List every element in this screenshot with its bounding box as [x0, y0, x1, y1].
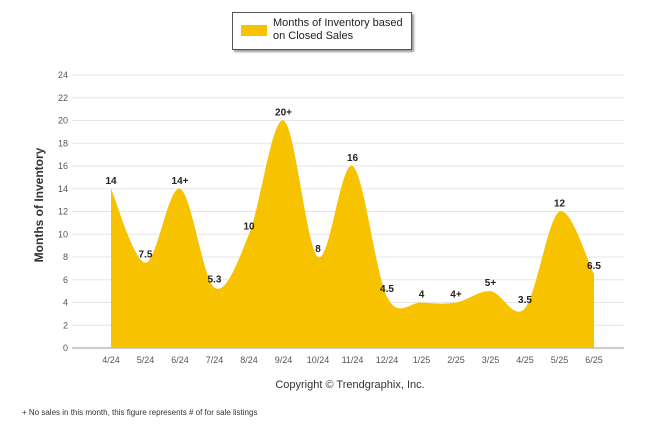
data-label: 14 — [105, 176, 117, 187]
data-label: 4 — [419, 290, 425, 301]
y-tick-label: 4 — [63, 298, 68, 308]
x-tick-label: 9/24 — [275, 355, 293, 365]
data-label: 16 — [347, 153, 359, 164]
x-tick-label: 2/25 — [447, 355, 465, 365]
y-tick-label: 24 — [58, 70, 68, 80]
x-tick-label: 4/24 — [102, 355, 120, 365]
legend-swatch — [241, 25, 267, 36]
y-tick-label: 12 — [58, 207, 68, 217]
footnote: + No sales in this month, this figure re… — [22, 408, 258, 417]
y-tick-label: 14 — [58, 184, 68, 194]
data-label: 12 — [554, 199, 566, 210]
chart-legend: Months of Inventory based on Closed Sale… — [232, 12, 412, 50]
x-tick-label: 12/24 — [376, 355, 399, 365]
y-tick-label: 20 — [58, 116, 68, 126]
y-tick-label: 18 — [58, 138, 68, 148]
data-label: 4+ — [450, 290, 462, 301]
data-label: 14+ — [172, 176, 189, 187]
y-tick-label: 0 — [63, 343, 68, 353]
data-label: 5+ — [485, 278, 497, 289]
x-tick-label: 5/25 — [551, 355, 569, 365]
y-tick-label: 16 — [58, 161, 68, 171]
y-axis-label: Months of Inventory — [32, 147, 46, 262]
y-tick-label: 2 — [63, 320, 68, 330]
x-tick-label: 6/25 — [585, 355, 603, 365]
data-labels: 14 7.5 14+ 5.3 10 20+ 8 16 4.5 4 4+ 5+ 3.5 12 6.5 — [105, 108, 601, 307]
data-label: 7.5 — [139, 250, 153, 261]
x-tick-label: 8/24 — [240, 355, 258, 365]
x-tick-label: 5/24 — [137, 355, 155, 365]
x-tick-label: 11/24 — [342, 355, 364, 365]
x-axis-ticks: 4/24 5/24 6/24 7/24 8/24 9/24 10/24 11/24 12/24 1… — [102, 355, 603, 365]
data-label: 3.5 — [518, 295, 532, 306]
x-tick-label: 3/25 — [482, 355, 500, 365]
copyright-text: Copyright © Trendgraphix, Inc. — [275, 379, 424, 391]
data-label: 10 — [243, 221, 255, 232]
y-tick-label: 6 — [63, 275, 68, 285]
data-label: 8 — [315, 244, 321, 255]
y-tick-label: 10 — [58, 229, 68, 239]
x-tick-label: 1/25 — [413, 355, 431, 365]
y-tick-label: 8 — [63, 252, 68, 262]
series-area — [111, 120, 594, 348]
data-label: 4.5 — [380, 284, 394, 295]
y-tick-label: 22 — [58, 93, 68, 103]
x-tick-label: 4/25 — [516, 355, 534, 365]
x-tick-label: 10/24 — [307, 355, 330, 365]
x-tick-label: 7/24 — [206, 355, 224, 365]
data-label: 5.3 — [208, 275, 222, 286]
legend-label: Months of Inventory based on Closed Sale… — [273, 17, 403, 42]
data-label: 6.5 — [587, 261, 601, 272]
x-tick-label: 6/24 — [171, 355, 189, 365]
data-label: 20+ — [275, 108, 292, 119]
